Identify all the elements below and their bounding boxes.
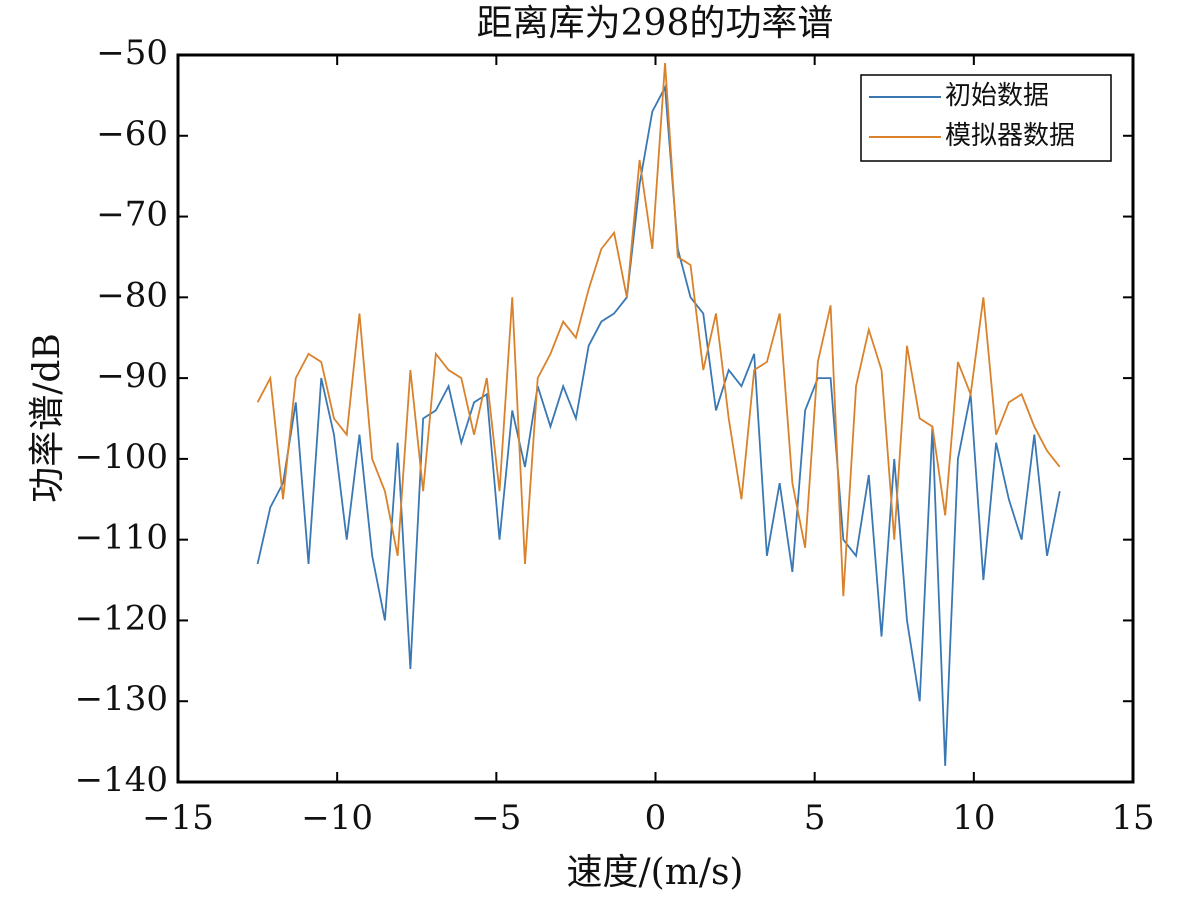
x-tick-label: 10 — [952, 798, 995, 838]
x-tick-label: 5 — [804, 798, 826, 838]
x-tick-label: −15 — [142, 798, 214, 838]
legend-box — [860, 74, 1112, 162]
legend-label: 初始数据 — [945, 81, 1049, 111]
series-line — [256, 63, 1061, 597]
x-tick-label: −5 — [471, 798, 521, 838]
y-tick-label: −90 — [96, 356, 168, 396]
y-tick-label: −80 — [96, 275, 168, 315]
plot-frame — [176, 53, 1135, 784]
y-tick-label: −60 — [96, 114, 168, 154]
y-tick-label: −140 — [75, 760, 168, 800]
y-tick-label: −130 — [75, 679, 168, 719]
x-axis-label: 速度/(m/s) — [567, 852, 744, 893]
y-tick-label: −50 — [96, 33, 168, 73]
y-tick-label: −120 — [75, 598, 168, 638]
y-axis-label: 功率谱/dB — [27, 333, 68, 503]
x-tick-label: −10 — [301, 798, 373, 838]
series-line — [256, 84, 1061, 766]
legend-label: 模拟器数据 — [945, 121, 1075, 151]
y-tick-label: −70 — [96, 195, 168, 235]
y-tick-label: −110 — [75, 518, 168, 558]
x-tick-label: 0 — [645, 798, 667, 838]
y-tick-label: −100 — [75, 437, 168, 477]
chart-title: 距离库为298的功率谱 — [477, 3, 834, 44]
x-tick-label: 15 — [1111, 798, 1154, 838]
